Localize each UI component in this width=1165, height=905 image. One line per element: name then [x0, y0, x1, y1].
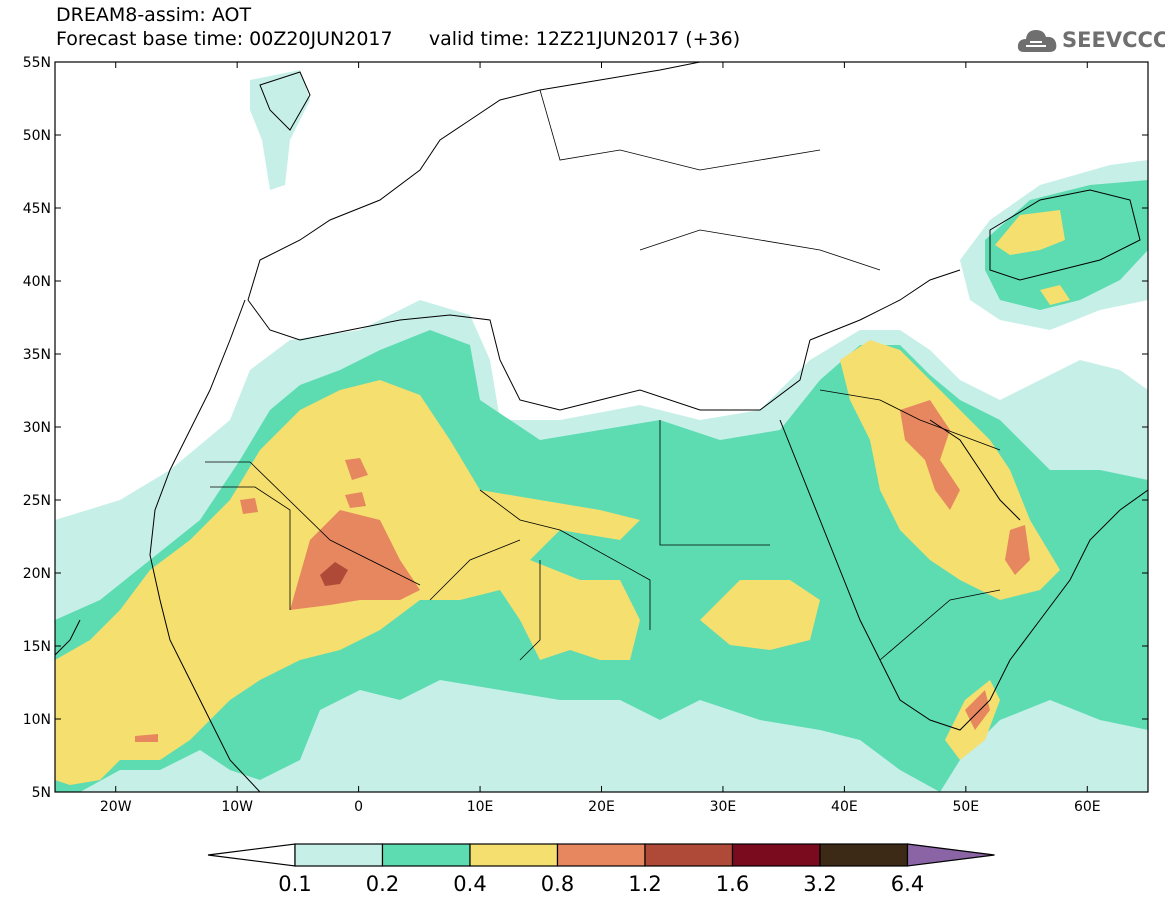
longitude-labels: 20W 10W 0 10E 20E 30E 40E 50E 60E — [100, 799, 1101, 815]
colorbar-label: 1.2 — [628, 872, 661, 896]
colorbar-box — [819, 843, 909, 867]
lat-label: 10N — [23, 712, 51, 728]
country-borders — [205, 89, 1001, 661]
lat-label: 35N — [23, 347, 51, 363]
lat-label: 20N — [23, 566, 51, 582]
colorbar-box — [469, 843, 559, 867]
seevccc-logo: SEEVCCC — [1016, 24, 1165, 60]
colorbar-label: 0.1 — [278, 872, 311, 896]
lat-label: 40N — [23, 274, 51, 290]
colorbar-label: 0.4 — [453, 872, 486, 896]
lon-label: 0 — [354, 799, 363, 815]
colorbar-high-arrow — [906, 843, 995, 867]
map-title: DREAM8-assim: AOT — [56, 4, 252, 26]
colorbar-label: 3.2 — [803, 872, 836, 896]
lat-label: 30N — [23, 420, 51, 436]
lon-label: 40E — [831, 799, 858, 815]
colorbar-box — [556, 843, 646, 867]
lat-label: 5N — [32, 785, 51, 801]
colorbar-low-arrow — [207, 843, 296, 867]
cloud-icon — [1017, 30, 1057, 52]
colorbar-box — [294, 843, 384, 867]
aot-level-1-2 — [320, 562, 348, 586]
lat-label: 50N — [23, 128, 51, 144]
colorbar-label: 6.4 — [891, 872, 924, 896]
lon-label: 10W — [221, 799, 253, 815]
lon-label: 30E — [710, 799, 737, 815]
aot-field — [55, 62, 1148, 792]
colorbar-box — [731, 843, 821, 867]
lon-label: 10E — [467, 799, 494, 815]
latitude-labels: 55N 50N 45N 40N 35N 30N 25N 20N 15N 10N 5N — [23, 55, 51, 801]
colorbar-label: 1.6 — [716, 872, 749, 896]
logo-text: SEEVCCC — [1062, 28, 1165, 52]
coastlines — [55, 62, 1148, 792]
colorbar-label: 0.2 — [366, 872, 399, 896]
lat-label: 55N — [23, 55, 51, 71]
axis-ticks — [55, 61, 1148, 793]
lat-label: 25N — [23, 493, 51, 509]
lon-label: 20E — [588, 799, 615, 815]
colorbar-box — [381, 843, 471, 867]
lat-label: 15N — [23, 639, 51, 655]
colorbar-label: 0.8 — [541, 872, 574, 896]
lat-label: 45N — [23, 201, 51, 217]
map-subtitle: Forecast base time: 00Z20JUN2017 valid t… — [56, 28, 741, 50]
lon-label: 20W — [100, 799, 132, 815]
aot-level-0-8 — [135, 400, 1030, 742]
colorbar-box — [644, 843, 734, 867]
lon-label: 50E — [952, 799, 979, 815]
lon-label: 60E — [1074, 799, 1101, 815]
